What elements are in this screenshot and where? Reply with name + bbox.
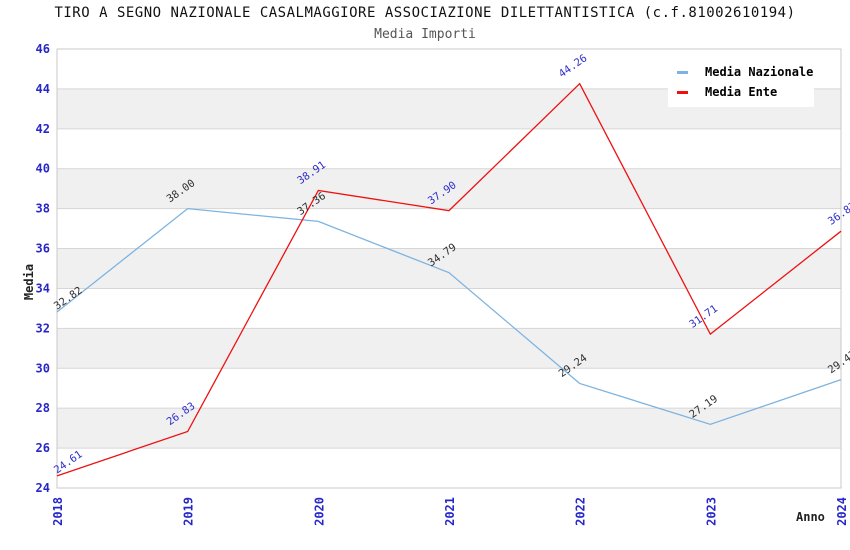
y-tick-label: 42 xyxy=(36,122,50,136)
x-tick-label: 2018 xyxy=(51,497,65,526)
y-tick-label: 46 xyxy=(36,42,50,56)
plot-band xyxy=(57,408,841,449)
y-tick-label: 32 xyxy=(36,321,50,335)
legend-label-nazionale: Media Nazionale xyxy=(705,65,814,79)
x-tick-label: 2023 xyxy=(704,497,718,526)
y-tick-label: 44 xyxy=(36,82,50,96)
plot-band xyxy=(57,248,841,289)
plot-band xyxy=(57,328,841,369)
legend-item-media-ente: Media Ente xyxy=(677,82,814,102)
legend: Media Nazionale Media Ente xyxy=(668,57,814,107)
x-tick-label: 2019 xyxy=(182,497,196,526)
chart-subtitle: Media Importi xyxy=(374,27,476,42)
data-label: 31.71 xyxy=(687,303,720,331)
y-tick-label: 30 xyxy=(36,361,50,375)
legend-swatch-ente-icon xyxy=(677,90,688,94)
plot-border xyxy=(56,48,842,489)
y-axis-title: Media xyxy=(22,264,36,300)
x-tick-label: 2021 xyxy=(443,497,457,526)
chart-title: TIRO A SEGNO NAZIONALE CASALMAGGIORE ASS… xyxy=(54,5,796,21)
series-line-media-nazionale xyxy=(56,207,842,426)
legend-item-media-nazionale: Media Nazionale xyxy=(677,62,814,82)
y-tick-label: 26 xyxy=(36,441,50,455)
legend-label-ente: Media Ente xyxy=(705,85,778,99)
y-tick-label: 40 xyxy=(36,162,50,176)
y-tick-label: 24 xyxy=(36,481,50,495)
x-tick-label: 2020 xyxy=(312,497,326,526)
x-tick-label: 2024 xyxy=(835,497,849,526)
y-tick-label: 34 xyxy=(36,281,50,295)
series-line-media-ente xyxy=(56,82,842,477)
data-label: 44.26 xyxy=(557,52,590,80)
y-tick-label: 28 xyxy=(36,401,50,415)
y-tick-label: 38 xyxy=(36,202,50,216)
legend-swatch-nazionale-icon xyxy=(677,70,688,74)
x-tick-label: 2022 xyxy=(574,497,588,526)
plot-band xyxy=(57,168,841,209)
x-axis-title: Anno xyxy=(796,510,825,524)
y-tick-label: 36 xyxy=(36,242,50,256)
